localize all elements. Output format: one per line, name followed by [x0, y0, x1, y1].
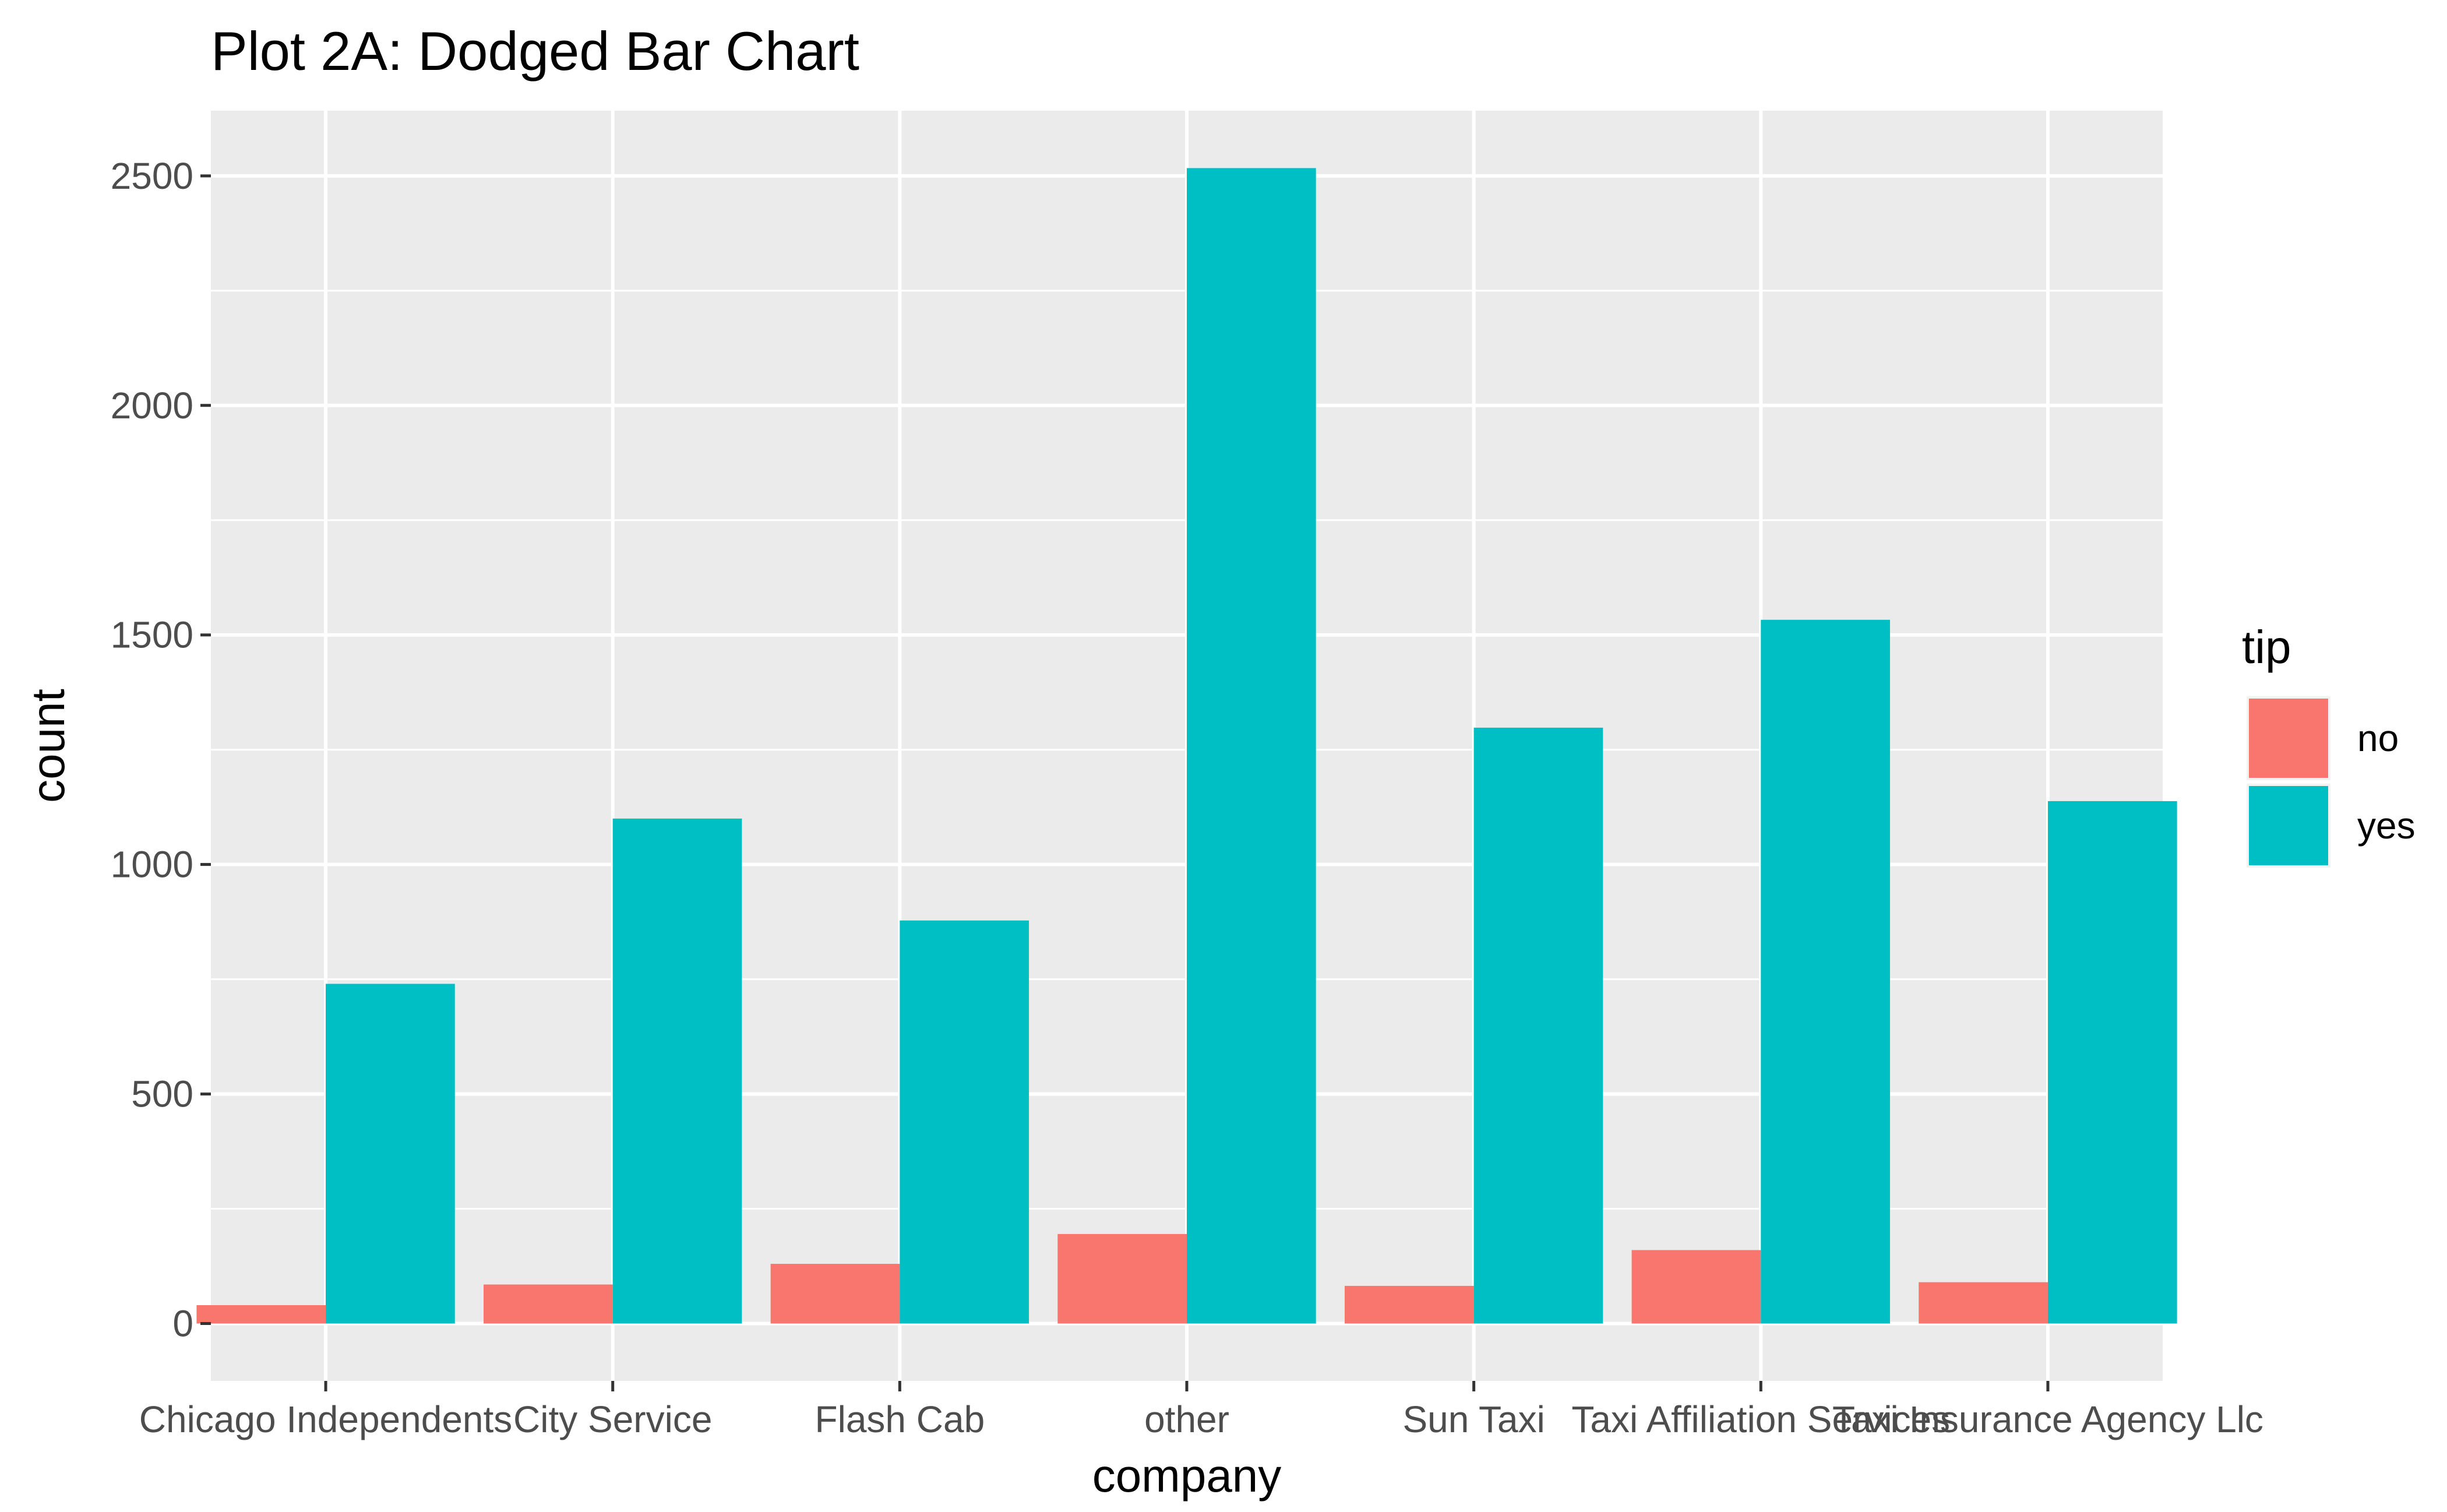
y-tick-label: 1500: [111, 614, 193, 656]
legend-key-no: [2249, 699, 2328, 778]
y-tick-label: 2000: [111, 385, 193, 427]
x-tick-label: Taxi Affiliation Services: [1571, 1398, 1950, 1440]
bar-yes: [326, 984, 455, 1324]
bar-yes: [2047, 801, 2177, 1324]
bar-yes: [900, 920, 1029, 1324]
bar-yes: [612, 818, 742, 1324]
x-tick-label: Chicago Independents: [139, 1398, 513, 1440]
chart-title: Plot 2A: Dodged Bar Chart: [211, 20, 859, 82]
bars: [196, 168, 2177, 1324]
y-axis: 0 500 1000 1500 2000 2500: [111, 155, 211, 1345]
bar-no: [1919, 1282, 2048, 1324]
y-axis-title: count: [22, 689, 74, 803]
x-tick-label: other: [1144, 1398, 1229, 1440]
legend-title: tip: [2242, 621, 2291, 673]
x-tick-label: Taxi Insurance Agency Llc: [1832, 1398, 2263, 1440]
x-axis: Chicago Independents City Service Flash Ca…: [139, 1381, 2263, 1440]
bar-yes: [1473, 727, 1603, 1324]
legend-key-yes: [2249, 786, 2328, 865]
x-tick-label: Sun Taxi: [1402, 1398, 1545, 1440]
x-tick-label: City Service: [513, 1398, 712, 1440]
x-axis-title: company: [1092, 1450, 1282, 1502]
bar-yes: [1761, 619, 1890, 1324]
y-tick-label: 2500: [111, 155, 193, 197]
bar-no: [1344, 1285, 1474, 1324]
x-tick-label: Flash Cab: [815, 1398, 985, 1440]
y-tick-label: 1000: [111, 844, 193, 886]
legend: tip no yes: [2242, 621, 2416, 868]
bar-no: [196, 1305, 326, 1324]
legend-label-yes: yes: [2357, 805, 2416, 847]
bar-no: [1631, 1250, 1761, 1324]
bar-no: [1057, 1233, 1187, 1324]
bar-no: [484, 1284, 613, 1324]
y-tick-label: 500: [131, 1073, 193, 1115]
bar-yes: [1187, 168, 1316, 1324]
legend-label-no: no: [2357, 717, 2399, 759]
y-tick-label: 0: [172, 1303, 193, 1345]
bar-no: [770, 1264, 900, 1324]
